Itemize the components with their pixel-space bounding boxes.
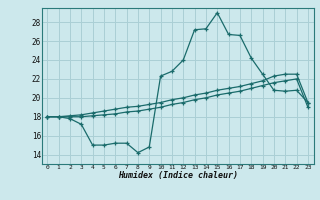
X-axis label: Humidex (Indice chaleur): Humidex (Indice chaleur) bbox=[118, 171, 237, 180]
